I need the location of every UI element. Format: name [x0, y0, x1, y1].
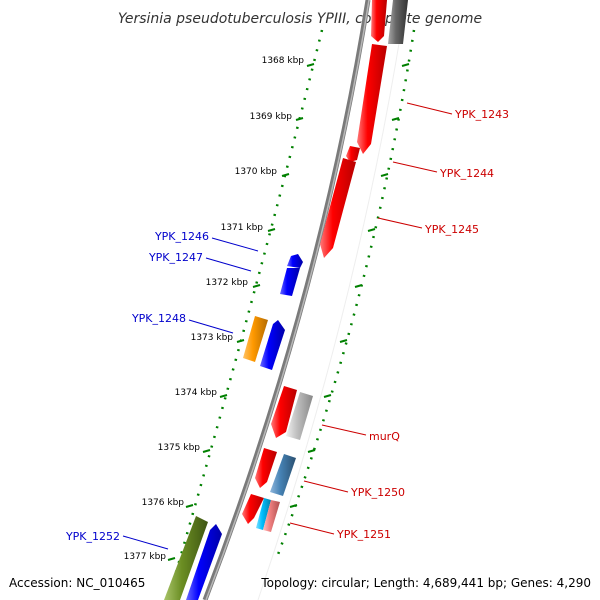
- label-connector: [205, 257, 252, 272]
- backbone-highlight: [205, 0, 370, 600]
- label-ypk-1245[interactable]: YPK_1245: [424, 223, 479, 236]
- tick-label: 1375 kbp: [158, 443, 201, 453]
- label-connector: [406, 102, 453, 115]
- forward-gene-labels: YPK_1243 YPK_1244 YPK_1245 murQ YPK_1250…: [289, 102, 509, 541]
- label-connector: [303, 480, 349, 493]
- gene-arrow[interactable]: [255, 448, 277, 488]
- label-ypk-1248[interactable]: YPK_1248: [131, 312, 186, 325]
- tick-mark: [401, 63, 410, 67]
- genome-backbone: [202, 0, 371, 600]
- tick-mark: [380, 173, 389, 177]
- tick-label: 1371 kbp: [221, 223, 264, 233]
- label-connector: [211, 237, 259, 252]
- label-ypk-1246[interactable]: YPK_1246: [154, 230, 209, 243]
- label-ypk-1244[interactable]: YPK_1244: [439, 167, 494, 180]
- gene-arrow[interactable]: [260, 320, 285, 370]
- label-ypk-1250[interactable]: YPK_1250: [350, 486, 405, 499]
- gene-ypk-1246[interactable]: [287, 254, 303, 268]
- tick-mark: [167, 557, 176, 561]
- reverse-strand-features: [164, 254, 303, 600]
- tick-labels: 1368 kbp 1369 kbp 1370 kbp 1371 kbp 1372…: [124, 56, 305, 562]
- tick-mark: [339, 339, 348, 343]
- tick-label: 1369 kbp: [250, 112, 293, 122]
- gene-ypk-1243[interactable]: [357, 44, 387, 154]
- label-ypk-1251[interactable]: YPK_1251: [336, 528, 391, 541]
- gene-ypk-1250[interactable]: [270, 454, 296, 496]
- label-connector: [392, 161, 438, 173]
- tick-mark: [354, 284, 363, 288]
- gene-arrow[interactable]: [186, 524, 222, 600]
- tick-mark: [367, 228, 376, 232]
- genome-summary-text: Topology: circular; Length: 4,689,441 bp…: [260, 576, 591, 590]
- label-connector: [122, 535, 169, 550]
- tick-label: 1368 kbp: [262, 56, 305, 66]
- tick-label: 1370 kbp: [235, 167, 278, 177]
- gene-murq[interactable]: [286, 392, 313, 440]
- gene-arrow[interactable]: [256, 498, 271, 530]
- gene-ypk-1244[interactable]: [346, 146, 360, 162]
- outer-slot-guide: [257, 0, 407, 600]
- gene-ypk-1252[interactable]: [164, 516, 208, 600]
- label-ypk-1243[interactable]: YPK_1243: [454, 108, 509, 121]
- tick-mark: [323, 394, 332, 398]
- label-connector: [377, 217, 423, 229]
- forward-strand-features: [242, 0, 408, 532]
- label-ypk-1252[interactable]: YPK_1252: [65, 530, 120, 543]
- tick-label: 1376 kbp: [142, 498, 185, 508]
- genome-title: Yersinia pseudotuberculosis YPIII, compl…: [118, 11, 482, 27]
- tick-mark: [289, 504, 298, 508]
- outer-major-ticks: [289, 63, 410, 508]
- label-ypk-1247[interactable]: YPK_1247: [148, 251, 203, 264]
- label-connector: [321, 424, 367, 436]
- tick-mark: [281, 173, 290, 177]
- label-murq[interactable]: murQ: [369, 430, 400, 443]
- gene-ypk-1251[interactable]: [263, 500, 280, 532]
- tick-mark: [252, 284, 261, 288]
- inner-major-ticks: [167, 63, 315, 561]
- tick-mark: [306, 63, 315, 67]
- gene-arrow[interactable]: [242, 494, 264, 524]
- gene-ypk-1248[interactable]: [243, 316, 268, 362]
- tick-mark: [202, 449, 211, 453]
- gene-ypk-1245[interactable]: [320, 158, 356, 258]
- gene-ypk-1247[interactable]: [280, 268, 300, 296]
- label-connector: [289, 522, 335, 535]
- tick-mark: [391, 117, 400, 121]
- tick-mark: [236, 339, 245, 343]
- label-connector: [188, 319, 234, 334]
- reverse-gene-labels: YPK_1246 YPK_1247 YPK_1248 YPK_1252: [65, 230, 259, 550]
- gene-arrow[interactable]: [371, 0, 387, 42]
- tick-label: 1377 kbp: [124, 552, 167, 562]
- gene-arrow[interactable]: [388, 0, 408, 44]
- tick-mark: [267, 228, 276, 232]
- tick-label: 1374 kbp: [175, 388, 218, 398]
- tick-mark: [307, 449, 316, 453]
- tick-mark: [185, 504, 194, 508]
- tick-mark: [295, 117, 304, 121]
- gene-arrow[interactable]: [271, 386, 297, 438]
- tick-label: 1372 kbp: [206, 278, 249, 288]
- outer-tick-dotted-line: [274, 29, 416, 561]
- tick-mark: [219, 394, 228, 398]
- accession-text: Accession: NC_010465: [9, 576, 145, 590]
- tick-label: 1373 kbp: [191, 333, 234, 343]
